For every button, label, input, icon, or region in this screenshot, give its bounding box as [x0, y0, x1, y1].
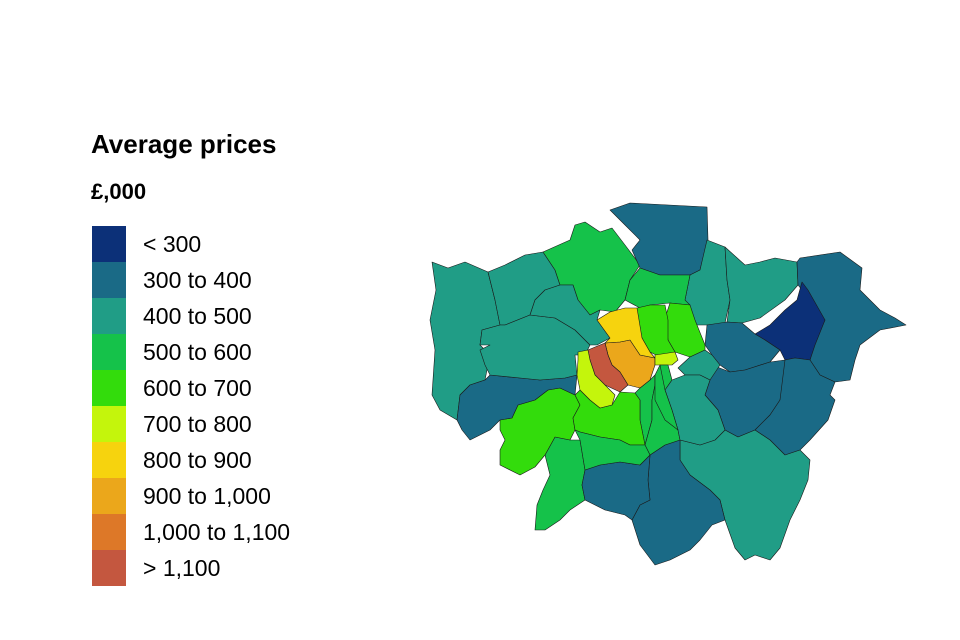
legend-swatch: [92, 262, 126, 298]
region-redbridge: [724, 246, 799, 324]
region-brent: [529, 284, 611, 346]
legend-item: 600 to 700: [92, 370, 290, 406]
legend-swatch: [92, 298, 126, 334]
legend-label: 600 to 700: [143, 374, 252, 401]
legend-label: 700 to 800: [143, 410, 252, 437]
legend-item: > 1,100: [92, 550, 290, 586]
legend-item: 400 to 500: [92, 298, 290, 334]
region-merton: [574, 429, 651, 471]
legend-unit: £,000: [91, 179, 147, 204]
legend-item: 700 to 800: [92, 406, 290, 442]
legend-item: 500 to 600: [92, 334, 290, 370]
legend-item: 1,000 to 1,100: [92, 514, 290, 550]
region-kingston: [534, 436, 586, 531]
legend-item: 800 to 900: [92, 442, 290, 478]
region-barking: [754, 281, 826, 361]
legend-label: < 300: [143, 230, 202, 257]
legend-item: < 300: [92, 226, 290, 262]
region-city: [654, 351, 679, 366]
legend-swatch: [92, 442, 126, 478]
region-hammersmith-fulham: [576, 349, 616, 409]
legend: < 300 300 to 400 400 to 500 500 to 600 600 t…: [92, 226, 290, 586]
legend-label: 900 to 1,000: [143, 482, 271, 509]
legend-label: > 1,100: [143, 554, 221, 581]
legend-swatch: [92, 370, 126, 406]
legend-swatch: [92, 478, 126, 514]
legend-swatch: [92, 226, 126, 262]
legend-label: 400 to 500: [143, 302, 252, 329]
legend-item: 900 to 1,000: [92, 478, 290, 514]
region-bexley: [754, 357, 836, 456]
legend-label: 300 to 400: [143, 266, 252, 293]
legend-title: Average prices: [91, 129, 277, 159]
legend-label: 1,000 to 1,100: [143, 518, 291, 545]
legend-item: 300 to 400: [92, 262, 290, 298]
legend-swatch: [92, 514, 126, 550]
legend-swatch: [92, 334, 126, 370]
region-hounslow: [456, 374, 578, 441]
legend-label: 500 to 600: [143, 338, 252, 365]
legend-swatch: [92, 550, 126, 586]
legend-swatch: [92, 406, 126, 442]
legend-label: 800 to 900: [143, 446, 252, 473]
region-southwark-east: [654, 364, 679, 431]
